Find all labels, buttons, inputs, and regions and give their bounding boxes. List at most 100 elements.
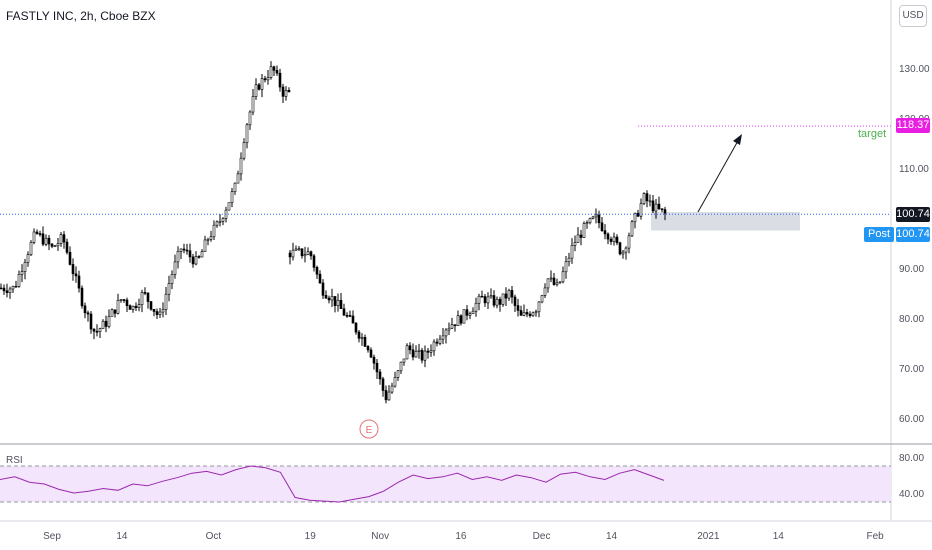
candle-body [297,248,301,251]
candle-body [239,157,243,175]
candle-body [582,223,586,238]
candle-body [567,257,571,263]
candle-body [432,341,436,352]
time-tick-label: Nov [371,531,389,542]
time-tick-label: Sep [43,531,61,542]
candle-body [77,275,81,289]
candle-body [447,327,451,331]
candle-body [579,234,583,238]
candle-body [621,251,625,255]
candle-body [384,390,388,401]
candle-body [218,220,222,223]
candle-body [576,234,580,243]
candle-body [573,242,577,246]
candle-body [324,295,328,299]
candle-body [35,231,39,234]
currency-button[interactable]: USD [899,5,927,27]
candle-body [618,242,622,255]
candle-body [633,212,637,223]
candle-body [68,252,72,265]
candle-body [525,312,529,315]
target-arrow-head [733,134,742,145]
candle-body [558,281,562,284]
candle-body [143,292,147,294]
candle-body [291,249,295,258]
candle-body [489,295,493,298]
candle-body [444,329,448,337]
candle-body [101,320,105,330]
candle-body [149,301,153,310]
candle-body [158,311,162,315]
time-tick-label: Dec [533,531,551,542]
candle-body [152,308,156,312]
candle-body [20,271,24,275]
candle-body [648,200,652,203]
candle-body [44,237,48,245]
candle-body [552,277,556,285]
candle-body [2,287,6,292]
candle-body [366,346,370,351]
candle-body [47,237,51,245]
candle-body [378,371,382,380]
candle-body [128,305,132,310]
candle-body [50,243,54,247]
candle-body [278,72,282,88]
candle-body [480,295,484,298]
candle-body [288,252,292,258]
candle-body [519,310,523,316]
candle-body [417,349,421,352]
candle-body [260,78,264,90]
candle-body [56,243,60,247]
candle-body [342,308,346,316]
candle-body [179,248,183,252]
chart-title: FASTLY INC, 2h, Cboe BZX [6,9,156,23]
candle-body [95,330,99,333]
candle-body [194,256,198,265]
candle-body [233,182,237,192]
candle-body [266,77,270,81]
time-tick-label: Feb [867,531,885,542]
overlays: E [0,125,891,439]
candle-body [312,255,316,268]
candle-body [531,312,535,317]
candle-body [0,287,3,290]
candle-body [351,315,355,324]
earnings-marker-label: E [366,425,373,436]
candle-body [272,66,276,71]
candle-body [269,66,273,78]
candle-body [390,385,394,393]
candle-body [330,296,334,301]
candle-body [221,218,225,222]
time-tick-label: Oct [206,531,222,542]
candle-body [14,285,18,288]
candle-body [113,309,117,314]
candle-body [74,273,78,277]
time-tick-label: 16 [455,531,467,542]
price-tick-label: 80.00 [899,314,924,325]
candle-body [636,212,640,217]
candle-body [336,299,340,306]
candle-body [318,273,322,284]
candle-body [5,290,9,293]
candle-body [513,296,517,306]
candle-body [528,313,532,317]
candle-body [122,299,126,301]
candle-body [203,239,207,252]
candle-body [306,251,310,255]
rsi-tick-label: 40.00 [899,489,924,500]
candle-body [411,349,415,358]
post-price-tag: 100.74 [896,227,930,242]
candle-body [59,234,63,244]
target-zone [651,212,800,231]
time-tick-label: 2021 [697,531,720,542]
candle-body [474,302,478,312]
price-tick-label: 130.00 [899,64,930,75]
candle-body [522,312,526,316]
rsi-band [0,466,891,502]
candle-body [660,208,664,210]
candle-body [495,298,499,306]
candle-body [348,315,352,317]
candle-body [387,391,391,401]
rsi-tick-label: 80.00 [899,453,924,464]
candle-body [339,299,343,309]
